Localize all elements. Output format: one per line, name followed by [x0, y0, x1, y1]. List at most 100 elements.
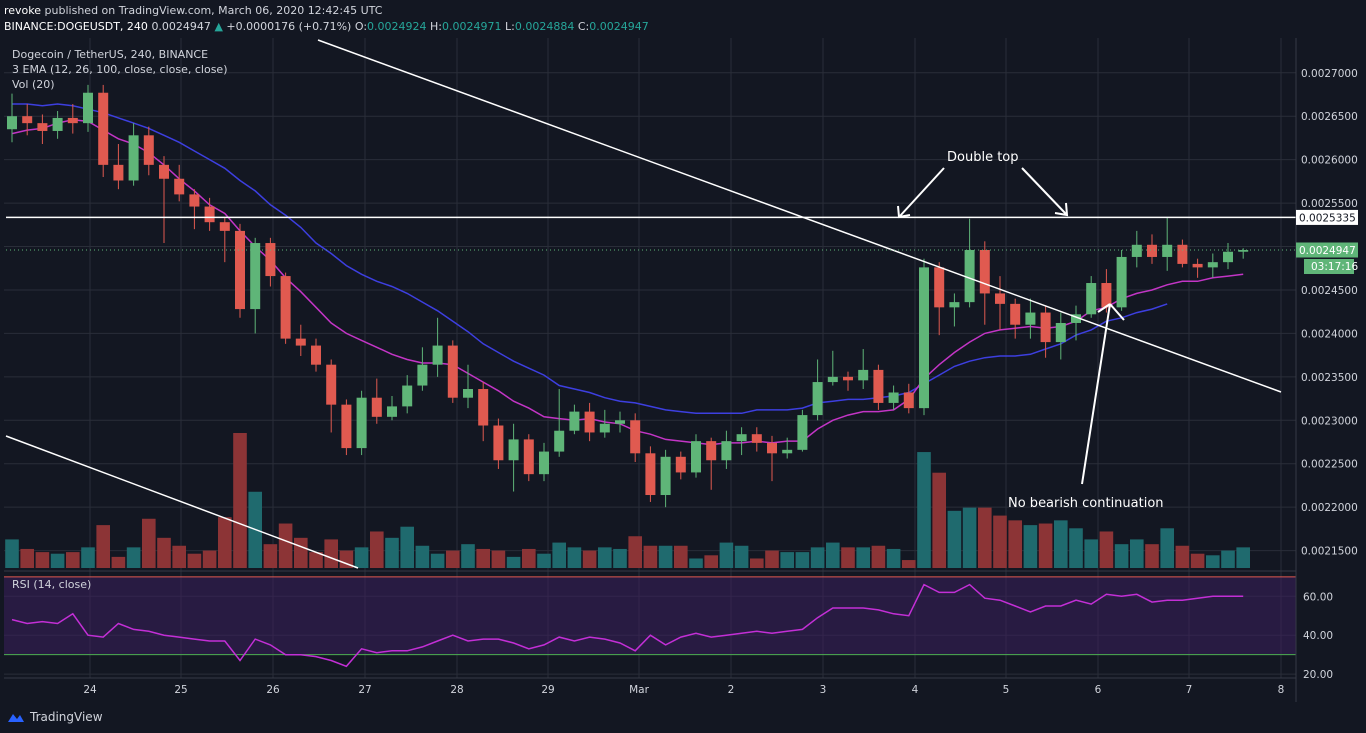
candle-body[interactable]	[265, 243, 276, 277]
candle-body[interactable]	[174, 178, 185, 195]
candle-body[interactable]	[797, 415, 808, 450]
candle-body[interactable]	[432, 345, 443, 365]
candle-body[interactable]	[767, 442, 777, 454]
candle-body[interactable]	[1055, 322, 1066, 343]
candle-body[interactable]	[143, 135, 154, 165]
candle-body[interactable]	[204, 206, 215, 223]
candle-body[interactable]	[584, 411, 595, 433]
candle-body[interactable]	[1071, 314, 1081, 323]
candle-body[interactable]	[1177, 244, 1188, 264]
volume-bar	[810, 547, 825, 568]
candle-body[interactable]	[903, 392, 914, 409]
candle-body[interactable]	[159, 164, 169, 179]
candle-body[interactable]	[1010, 303, 1021, 325]
candle-body[interactable]	[1207, 262, 1218, 268]
volume-bar	[1206, 555, 1220, 568]
candle-body[interactable]	[979, 250, 990, 294]
candle-body[interactable]	[1131, 244, 1142, 257]
candle-body[interactable]	[554, 430, 565, 452]
candle-body[interactable]	[219, 222, 230, 231]
candle-body[interactable]	[615, 420, 625, 424]
candle-body[interactable]	[706, 441, 717, 461]
candle-body[interactable]	[812, 382, 823, 416]
candle-body[interactable]	[326, 364, 337, 405]
candle-body[interactable]	[463, 389, 473, 398]
candle-body[interactable]	[873, 369, 884, 403]
candle-body[interactable]	[1116, 256, 1127, 308]
candle-body[interactable]	[98, 92, 109, 165]
candle-body[interactable]	[387, 406, 397, 417]
candle-body[interactable]	[599, 423, 610, 433]
candle-body[interactable]	[67, 117, 78, 124]
candle-body[interactable]	[523, 439, 534, 475]
candle-body[interactable]	[645, 453, 656, 496]
double-top-arrow-left[interactable]	[899, 167, 945, 217]
rsi-line[interactable]	[11, 583, 1244, 668]
candle-body[interactable]	[128, 135, 139, 181]
double-top-label[interactable]: Double top	[947, 150, 1019, 165]
candle-body[interactable]	[493, 425, 504, 461]
candle-body[interactable]	[1147, 244, 1157, 257]
candle-body[interactable]	[1192, 263, 1203, 268]
candle-body[interactable]	[37, 123, 48, 131]
candle-body[interactable]	[1025, 312, 1036, 325]
candle-body[interactable]	[1040, 312, 1051, 343]
candle-body[interactable]	[660, 456, 671, 496]
publisher-name[interactable]: revoke	[4, 4, 42, 17]
candle-body[interactable]	[341, 404, 352, 449]
candle-body[interactable]	[782, 449, 793, 454]
candle-body[interactable]	[1086, 283, 1097, 315]
candle-body[interactable]	[356, 397, 367, 449]
candle-body[interactable]	[691, 441, 701, 473]
candle-body[interactable]	[539, 451, 549, 475]
volume-bar	[552, 542, 566, 568]
candle-body[interactable]	[7, 116, 17, 130]
candle-body[interactable]	[630, 420, 641, 454]
candle-body[interactable]	[295, 338, 306, 346]
candle-body[interactable]	[417, 364, 428, 386]
candle-body[interactable]	[721, 441, 732, 461]
candle-body[interactable]	[113, 164, 124, 181]
candle-body[interactable]	[1101, 283, 1112, 308]
candle-body[interactable]	[447, 345, 458, 398]
ema-26-line[interactable]	[12, 103, 1168, 415]
descending-trendline[interactable]	[317, 39, 1282, 393]
continuation-arrow-up[interactable]	[1081, 303, 1111, 485]
candle-body[interactable]	[189, 194, 200, 207]
volume-bar	[187, 553, 202, 568]
candle-body[interactable]	[83, 92, 93, 124]
candle-body[interactable]	[888, 392, 899, 403]
candle-body[interactable]	[508, 439, 519, 461]
candle-body[interactable]	[964, 250, 975, 303]
candle-body[interactable]	[402, 385, 413, 407]
candle-body[interactable]	[250, 243, 261, 310]
ema-12-line[interactable]	[11, 118, 1244, 446]
candle-body[interactable]	[52, 117, 63, 131]
candle-body[interactable]	[843, 376, 853, 381]
candle-body[interactable]	[280, 276, 291, 339]
candle-body[interactable]	[478, 389, 489, 426]
double-top-arrow-right[interactable]	[1021, 167, 1067, 215]
candle-body[interactable]	[675, 456, 686, 473]
candle-body[interactable]	[995, 293, 1005, 304]
candle-body[interactable]	[858, 369, 869, 381]
candle-body[interactable]	[1238, 250, 1249, 252]
candle-body[interactable]	[371, 397, 382, 417]
candle-body[interactable]	[827, 376, 838, 383]
tradingview-logo[interactable]: TradingView	[6, 710, 103, 724]
candle-body[interactable]	[736, 434, 747, 442]
candle-body[interactable]	[1162, 244, 1173, 257]
lower-trendline[interactable]	[5, 435, 359, 569]
candle-body[interactable]	[569, 411, 580, 431]
candle-body[interactable]	[949, 302, 960, 308]
candle-body[interactable]	[934, 267, 945, 308]
candle-body[interactable]	[919, 267, 929, 409]
candle-body[interactable]	[751, 434, 762, 443]
symbol-label[interactable]: BINANCE:DOGEUSDT, 240	[4, 20, 148, 33]
candle-body[interactable]	[311, 345, 321, 365]
candle-body[interactable]	[1223, 251, 1233, 263]
price-chart[interactable]: Double top No bearish continuation 0.002…	[0, 38, 1366, 702]
no-bearish-label[interactable]: No bearish continuation	[1008, 496, 1164, 511]
candle-body[interactable]	[22, 116, 33, 124]
candle-body[interactable]	[235, 230, 245, 310]
